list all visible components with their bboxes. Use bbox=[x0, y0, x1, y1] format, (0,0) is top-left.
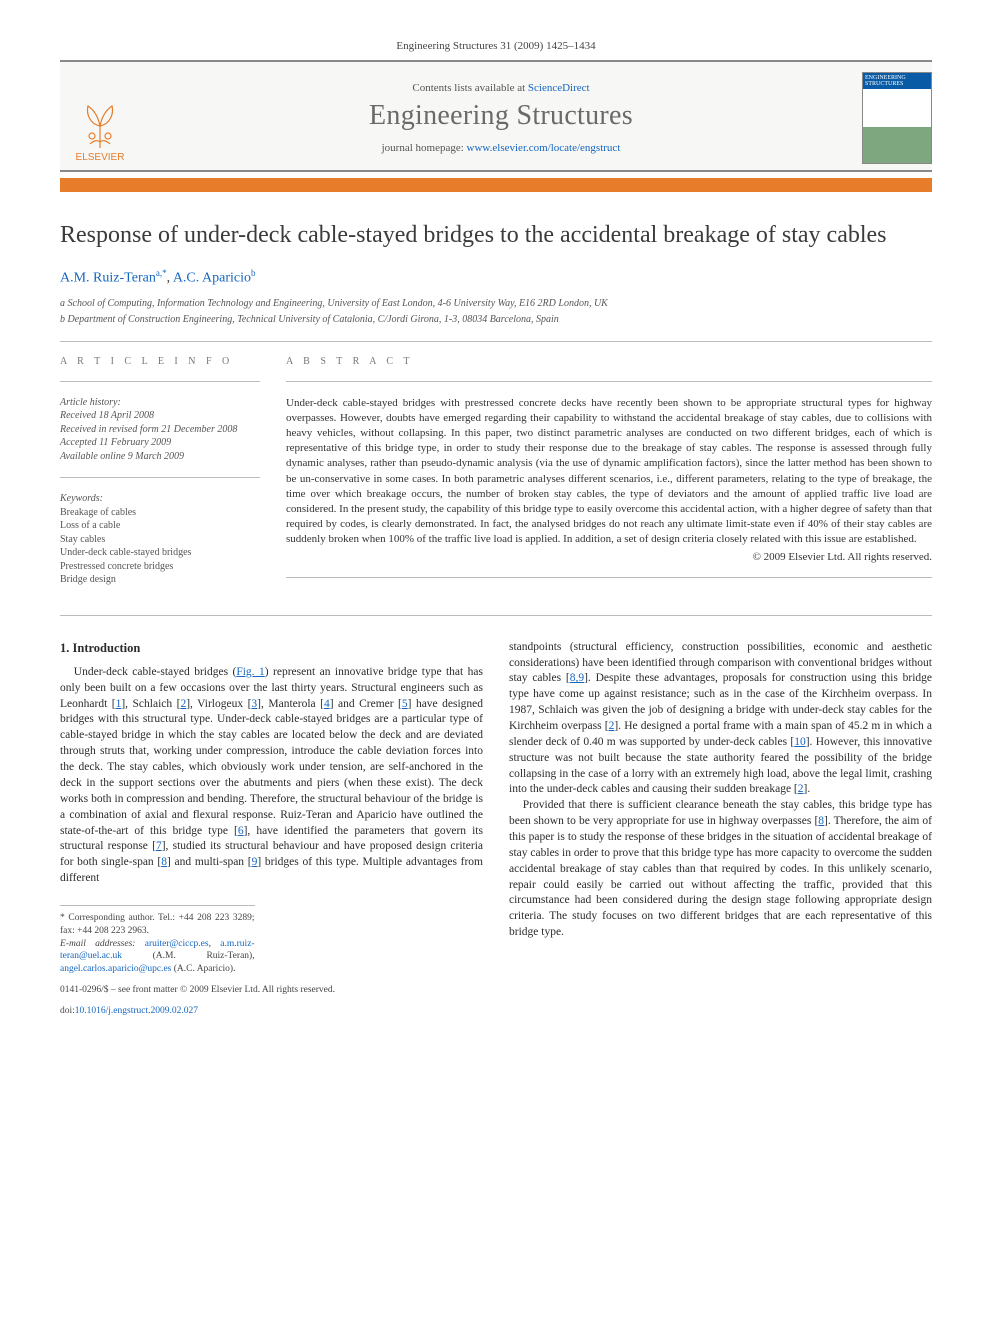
homepage-link[interactable]: www.elsevier.com/locate/engstruct bbox=[467, 142, 621, 154]
intro-paragraph-1: Under-deck cable-stayed bridges (Fig. 1)… bbox=[60, 665, 483, 887]
email-1[interactable]: aruiter@ciccp.es bbox=[145, 939, 209, 949]
abstract-rule-bottom bbox=[286, 577, 932, 578]
masthead-center: Contents lists available at ScienceDirec… bbox=[152, 82, 850, 154]
contents-prefix: Contents lists available at bbox=[412, 82, 527, 94]
column-left: 1. Introduction Under-deck cable-stayed … bbox=[60, 640, 483, 1019]
front-matter-line: 0141-0296/$ – see front matter © 2009 El… bbox=[60, 984, 483, 997]
keyword: Breakage of cables bbox=[60, 506, 260, 520]
abstract-copyright: © 2009 Elsevier Ltd. All rights reserved… bbox=[286, 551, 932, 563]
page-root: Engineering Structures 31 (2009) 1425–14… bbox=[0, 0, 992, 1048]
abstract-rule bbox=[286, 381, 932, 382]
cover-label: ENGINEERING STRUCTURES bbox=[865, 75, 929, 87]
email-3[interactable]: angel.carlos.aparicio@upc.es bbox=[60, 964, 171, 974]
elsevier-wordmark: ELSEVIER bbox=[76, 152, 125, 163]
section-1-heading: 1. Introduction bbox=[60, 640, 483, 657]
author-2-affil-mark: b bbox=[251, 268, 256, 278]
elsevier-tree-icon bbox=[72, 96, 128, 152]
article-info-rule bbox=[60, 381, 260, 382]
keywords-block: Keywords: Breakage of cables Loss of a c… bbox=[60, 492, 260, 587]
divider-top bbox=[60, 341, 932, 342]
keyword: Loss of a cable bbox=[60, 519, 260, 533]
elsevier-logo: ELSEVIER bbox=[60, 73, 140, 163]
affiliation-a: a School of Computing, Information Techn… bbox=[60, 297, 932, 311]
masthead: ELSEVIER Contents lists available at Sci… bbox=[60, 60, 932, 172]
journal-title: Engineering Structures bbox=[152, 100, 850, 132]
doi-line: doi:10.1016/j.engstruct.2009.02.027 bbox=[60, 1005, 483, 1018]
divider-mid bbox=[60, 615, 932, 616]
ref-8-9[interactable]: 8,9 bbox=[570, 672, 584, 684]
abstract-block: A B S T R A C T Under-deck cable-stayed … bbox=[286, 356, 932, 601]
footnotes: * Corresponding author. Tel.: +44 208 22… bbox=[60, 905, 255, 976]
author-2[interactable]: A.C. Aparicio bbox=[173, 271, 251, 286]
keyword: Stay cables bbox=[60, 533, 260, 547]
article-history: Article history: Received 18 April 2008 … bbox=[60, 396, 260, 464]
sciencedirect-link[interactable]: ScienceDirect bbox=[528, 82, 590, 94]
paper-title: Response of under-deck cable-stayed brid… bbox=[60, 220, 932, 250]
article-info-heading: A R T I C L E I N F O bbox=[60, 356, 260, 367]
keyword: Under-deck cable-stayed bridges bbox=[60, 546, 260, 560]
ref-10[interactable]: 10 bbox=[794, 736, 806, 748]
column-right: standpoints (structural efficiency, cons… bbox=[509, 640, 932, 1019]
keywords-label: Keywords: bbox=[60, 492, 260, 506]
header-citation: Engineering Structures 31 (2009) 1425–14… bbox=[60, 40, 932, 52]
article-info: A R T I C L E I N F O Article history: R… bbox=[60, 356, 260, 601]
journal-cover-thumb: ENGINEERING STRUCTURES bbox=[862, 72, 932, 164]
fig1-ref[interactable]: Fig. 1 bbox=[236, 666, 264, 678]
body-columns: 1. Introduction Under-deck cable-stayed … bbox=[60, 640, 932, 1019]
author-1[interactable]: A.M. Ruiz-Teran bbox=[60, 271, 156, 286]
history-online: Available online 9 March 2009 bbox=[60, 450, 260, 464]
history-revised: Received in revised form 21 December 200… bbox=[60, 423, 260, 437]
homepage-prefix: journal homepage: bbox=[382, 142, 467, 154]
history-label: Article history: bbox=[60, 396, 260, 410]
history-accepted: Accepted 11 February 2009 bbox=[60, 436, 260, 450]
meta-row: A R T I C L E I N F O Article history: R… bbox=[60, 356, 932, 601]
orange-rule bbox=[60, 178, 932, 192]
email-addresses: E-mail addresses: aruiter@ciccp.es, a.m.… bbox=[60, 938, 255, 976]
homepage-line: journal homepage: www.elsevier.com/locat… bbox=[152, 142, 850, 154]
author-1-affil-mark: a,* bbox=[156, 268, 167, 278]
author-list: A.M. Ruiz-Terana,*, A.C. Apariciob bbox=[60, 268, 932, 287]
keywords-rule bbox=[60, 477, 260, 478]
intro-paragraph-2: Provided that there is sufficient cleara… bbox=[509, 798, 932, 941]
corresponding-author-note: * Corresponding author. Tel.: +44 208 22… bbox=[60, 912, 255, 938]
contents-line: Contents lists available at ScienceDirec… bbox=[152, 82, 850, 94]
doi-link[interactable]: 10.1016/j.engstruct.2009.02.027 bbox=[75, 1006, 198, 1016]
doi-label: doi: bbox=[60, 1006, 75, 1016]
history-received: Received 18 April 2008 bbox=[60, 409, 260, 423]
abstract-heading: A B S T R A C T bbox=[286, 356, 932, 367]
keyword: Prestressed concrete bridges bbox=[60, 560, 260, 574]
affiliation-b: b Department of Construction Engineering… bbox=[60, 313, 932, 327]
intro-paragraph-1-cont: standpoints (structural efficiency, cons… bbox=[509, 640, 932, 799]
email-label: E-mail addresses: bbox=[60, 939, 135, 949]
abstract-text: Under-deck cable-stayed bridges with pre… bbox=[286, 396, 932, 548]
keyword: Bridge design bbox=[60, 573, 260, 587]
